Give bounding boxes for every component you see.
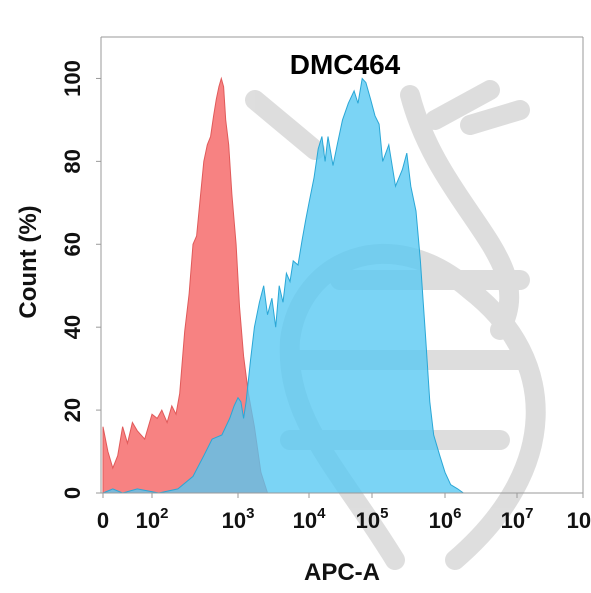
x-tick-label: 104 [293,505,326,533]
y-axis-label: Count (%) [15,205,42,318]
y-tick-label: 0 [60,487,85,499]
series-area-1 [102,76,269,494]
y-tick-label: 20 [60,398,85,422]
x-tick-label: 105 [356,505,389,533]
chart-title: DMC464 [290,49,401,80]
ticks-layer: 0 20 40 60 80 100 0 102 103 104 105 106 107 108 [60,60,591,533]
x-tick-label: 107 [501,505,534,533]
y-tick-label: 40 [60,315,85,339]
series-area-2 [102,77,465,494]
y-tick-label: 100 [60,60,85,97]
x-tick-label: 0 [97,508,109,533]
x-tick-label: 102 [136,505,169,533]
x-tick-label: 106 [429,505,462,533]
y-tick-label: 60 [60,232,85,256]
x-tick-label: 108 [567,505,591,533]
plot-frame [100,36,584,494]
x-axis-label: APC-A [304,559,380,586]
series-layer [102,76,465,494]
y-tick-label: 80 [60,149,85,173]
x-tick-label: 103 [222,505,255,533]
